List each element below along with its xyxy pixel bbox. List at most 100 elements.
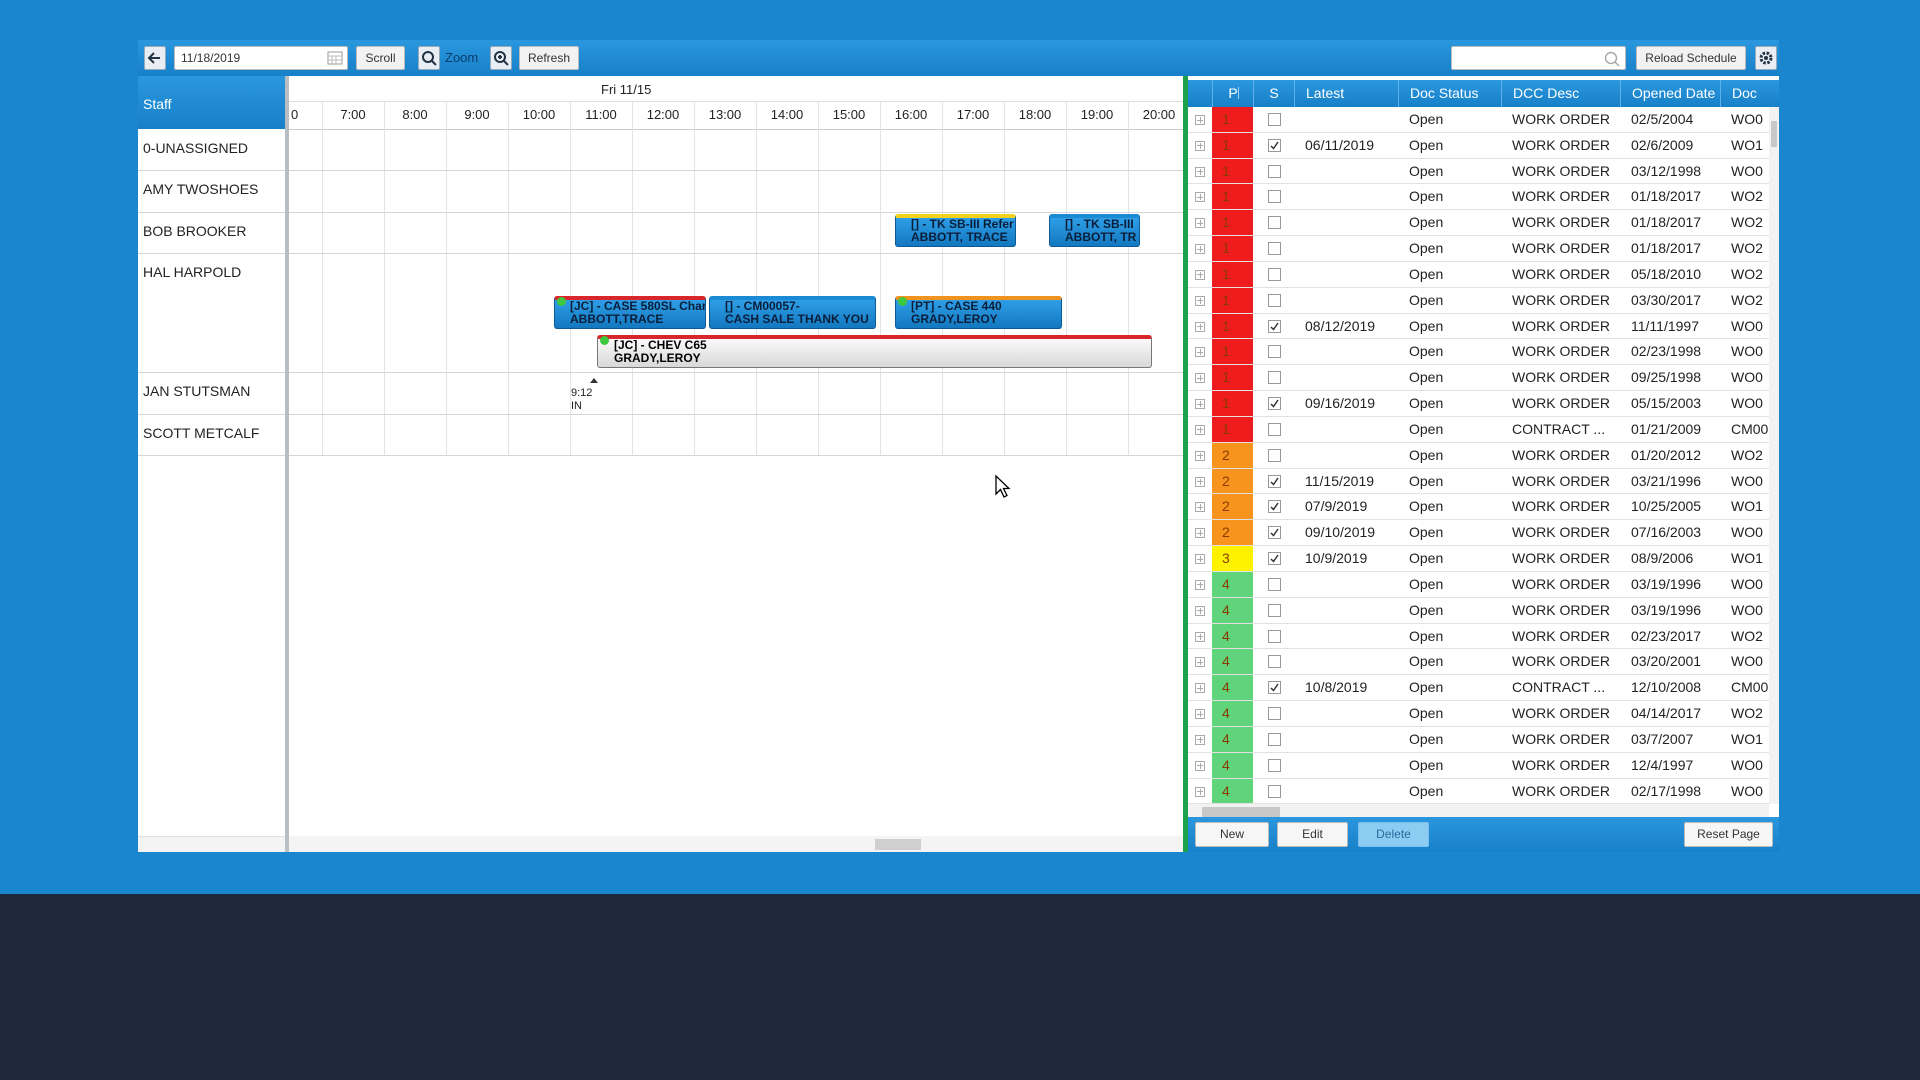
expand-toggle[interactable] <box>1195 554 1205 565</box>
select-checkbox[interactable] <box>1268 707 1281 721</box>
edit-button[interactable]: Edit <box>1277 822 1348 847</box>
dcc-desc: CONTRACT ... <box>1512 420 1606 437</box>
latest-date: 11/15/2019 <box>1305 472 1375 489</box>
select-checkbox[interactable] <box>1268 190 1281 204</box>
select-checkbox[interactable] <box>1268 577 1281 591</box>
select-checkbox[interactable] <box>1268 526 1281 540</box>
header-divider <box>289 101 1183 102</box>
expand-toggle[interactable] <box>1195 528 1205 539</box>
settings-button[interactable] <box>1755 46 1777 70</box>
expand-toggle[interactable] <box>1195 269 1205 280</box>
column-header[interactable]: Latest <box>1294 80 1398 107</box>
expand-toggle[interactable] <box>1195 631 1205 642</box>
refresh-button[interactable]: Refresh <box>519 46 579 70</box>
date-value: 11/18/2019 <box>181 51 241 65</box>
expand-toggle[interactable] <box>1195 244 1205 255</box>
new-button[interactable]: New <box>1195 822 1269 847</box>
expand-toggle[interactable] <box>1195 115 1205 125</box>
select-checkbox[interactable] <box>1268 629 1281 643</box>
expand-toggle[interactable] <box>1195 373 1205 384</box>
doc-number: WO2 <box>1731 291 1763 308</box>
select-checkbox[interactable] <box>1268 681 1281 695</box>
expand-toggle[interactable] <box>1195 450 1205 461</box>
schedule-event[interactable]: [JC] - CASE 580SL Char ABBOTT,TRACE <box>554 296 706 329</box>
select-checkbox[interactable] <box>1268 345 1281 359</box>
expand-toggle[interactable] <box>1195 760 1205 771</box>
scroll-thumb[interactable] <box>1771 121 1777 147</box>
expand-toggle[interactable] <box>1195 734 1205 745</box>
expand-toggle[interactable] <box>1195 218 1205 229</box>
select-checkbox[interactable] <box>1268 422 1281 436</box>
hour-label: 11:00 <box>585 107 617 122</box>
select-checkbox[interactable] <box>1268 552 1281 566</box>
expand-toggle[interactable] <box>1195 192 1205 203</box>
dcc-desc: WORK ORDER <box>1512 730 1610 747</box>
expand-toggle[interactable] <box>1195 579 1205 590</box>
column-header[interactable]: Opened Date <box>1620 80 1720 107</box>
select-checkbox[interactable] <box>1268 784 1281 798</box>
select-checkbox[interactable] <box>1268 474 1281 488</box>
schedule-event[interactable]: [] - TK SB-III Refer ABBOTT, TRACE <box>895 214 1016 247</box>
schedule-event[interactable]: [JC] - CHEV C65 GRADY,LEROY <box>597 335 1152 368</box>
scroll-thumb[interactable] <box>1202 807 1280 817</box>
select-checkbox[interactable] <box>1268 655 1281 669</box>
select-checkbox[interactable] <box>1268 113 1281 126</box>
select-checkbox[interactable] <box>1268 603 1281 617</box>
doc-status: Open <box>1409 472 1444 489</box>
search-icon <box>1604 51 1620 67</box>
expand-toggle[interactable] <box>1195 140 1205 151</box>
date-input[interactable]: 11/18/2019 <box>174 46 348 70</box>
expand-toggle[interactable] <box>1195 295 1205 306</box>
select-checkbox[interactable] <box>1268 267 1281 281</box>
select-checkbox[interactable] <box>1268 448 1281 462</box>
zoom-in-icon <box>494 51 509 66</box>
expand-toggle[interactable] <box>1195 166 1205 177</box>
back-button[interactable] <box>144 46 166 70</box>
scroll-button[interactable]: Scroll <box>356 46 405 70</box>
delete-button[interactable]: Delete <box>1358 822 1429 847</box>
expand-toggle[interactable] <box>1195 605 1205 616</box>
reset-button[interactable]: Reset Page <box>1684 822 1773 847</box>
expand-toggle[interactable] <box>1195 683 1205 694</box>
doc-number: WO2 <box>1731 240 1763 257</box>
select-checkbox[interactable] <box>1268 164 1281 178</box>
select-checkbox[interactable] <box>1268 216 1281 230</box>
mouse-cursor <box>995 474 1011 498</box>
priority-cell: 4 <box>1212 701 1253 726</box>
column-header[interactable]: Doc Status <box>1398 80 1501 107</box>
expand-toggle[interactable] <box>1195 786 1205 797</box>
select-checkbox[interactable] <box>1268 242 1281 256</box>
select-checkbox[interactable] <box>1268 138 1281 152</box>
select-checkbox[interactable] <box>1268 293 1281 307</box>
search-input[interactable] <box>1451 46 1626 70</box>
zoom-out-button[interactable] <box>418 46 440 70</box>
expand-toggle[interactable] <box>1195 476 1205 487</box>
zoom-in-button[interactable] <box>490 46 512 70</box>
schedule-event[interactable]: [] - TK SB-III ABBOTT, TR <box>1049 214 1140 247</box>
schedule-event[interactable]: [PT] - CASE 440 GRADY,LEROY <box>895 296 1062 329</box>
select-checkbox[interactable] <box>1268 319 1281 333</box>
select-checkbox[interactable] <box>1268 397 1281 411</box>
row-divider <box>1188 648 1779 650</box>
expand-toggle[interactable] <box>1195 347 1205 358</box>
select-checkbox[interactable] <box>1268 500 1281 514</box>
schedule-event[interactable]: [] - CM00057- CASH SALE THANK YOU <box>709 296 876 329</box>
reload-schedule-button[interactable]: Reload Schedule <box>1636 46 1746 70</box>
expand-toggle[interactable] <box>1195 399 1205 410</box>
column-header[interactable]: DCC Desc <box>1501 80 1620 107</box>
doc-status: Open <box>1409 705 1444 722</box>
column-header[interactable]: P <box>1212 80 1253 107</box>
expand-toggle[interactable] <box>1195 657 1205 668</box>
column-header[interactable]: Doc <box>1720 80 1776 107</box>
check-mark <box>1270 503 1279 512</box>
expand-toggle[interactable] <box>1195 321 1205 332</box>
select-checkbox[interactable] <box>1268 371 1281 385</box>
select-checkbox[interactable] <box>1268 732 1281 746</box>
column-header[interactable]: S <box>1253 80 1294 107</box>
expand-toggle[interactable] <box>1195 502 1205 513</box>
select-checkbox[interactable] <box>1268 758 1281 772</box>
doc-number: CM00 <box>1731 420 1769 437</box>
scroll-thumb[interactable] <box>875 839 921 850</box>
expand-toggle[interactable] <box>1195 424 1205 435</box>
expand-toggle[interactable] <box>1195 709 1205 720</box>
